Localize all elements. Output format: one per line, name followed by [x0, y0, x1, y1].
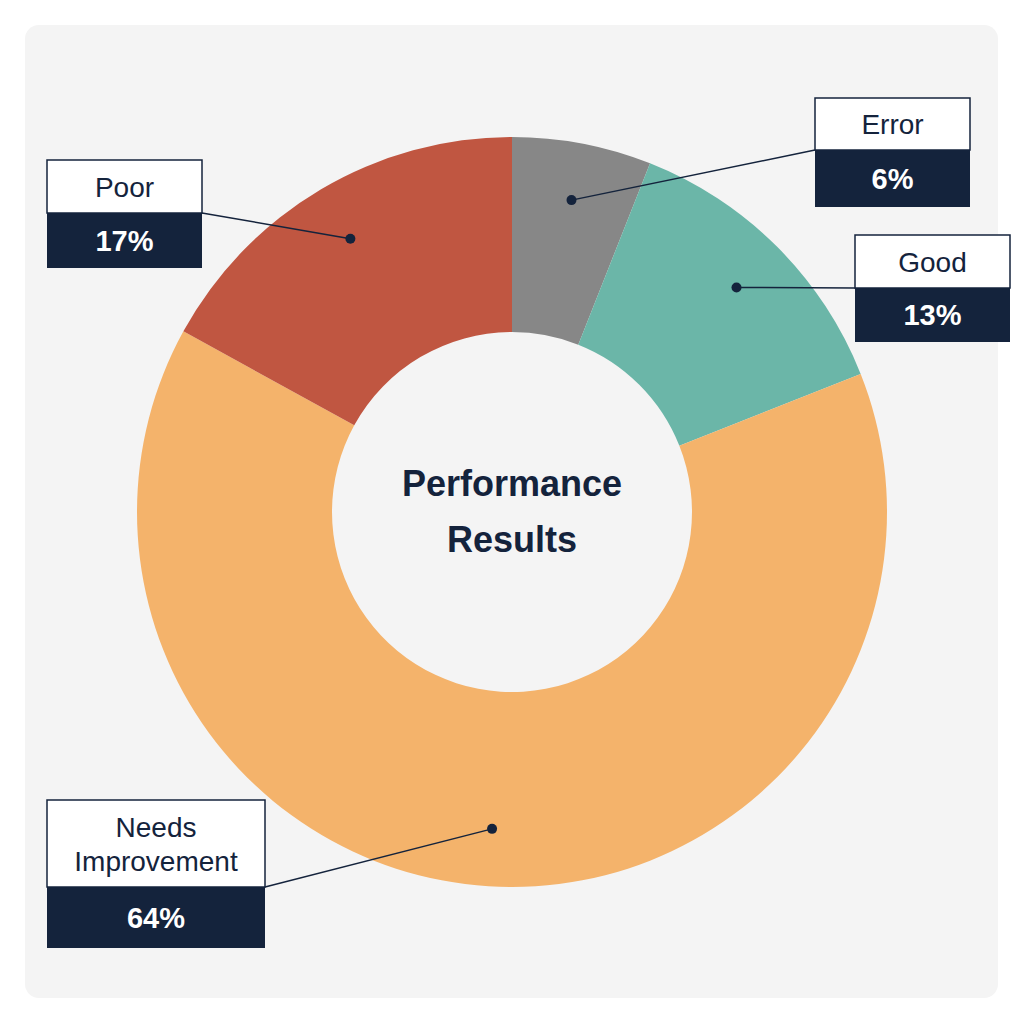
value-label: 17% [95, 225, 153, 257]
slices [137, 137, 887, 887]
value-label: 64% [127, 902, 185, 934]
label-box [47, 800, 265, 887]
leader-dot [345, 234, 355, 244]
leader-dot [487, 824, 497, 834]
slice [183, 137, 512, 425]
category-label: NeedsImprovement [74, 812, 238, 877]
category-label: Error [861, 109, 923, 140]
value-box [855, 288, 1010, 342]
value-box [47, 213, 202, 268]
label-box [855, 235, 1010, 288]
category-label: Poor [95, 172, 154, 203]
leader-dot [732, 282, 742, 292]
leader-line [265, 829, 492, 887]
chart-title: PerformanceResults [402, 463, 622, 560]
value-box [47, 887, 265, 948]
leader-line [202, 213, 350, 239]
panel [25, 25, 998, 998]
label-box [815, 98, 970, 150]
leader-line [737, 287, 855, 289]
data-labels: Error 6% Good 13% NeedsImprovement 64% Poor 17% [47, 98, 1010, 948]
label-box [47, 160, 202, 213]
leader-line [571, 150, 815, 200]
leader-dot [566, 195, 576, 205]
category-label: Good [898, 247, 967, 278]
chart-canvas: PerformanceResults Error 6% Good 13% NeedsImp… [0, 0, 1024, 1024]
value-label: 6% [872, 163, 914, 195]
value-label: 13% [903, 299, 961, 331]
value-box [815, 150, 970, 207]
